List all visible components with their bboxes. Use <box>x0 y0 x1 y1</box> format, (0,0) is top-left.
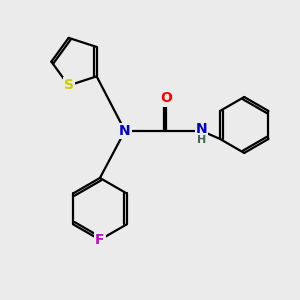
Text: H: H <box>197 135 206 145</box>
Text: N: N <box>196 122 207 136</box>
Text: S: S <box>64 79 74 92</box>
Text: O: O <box>160 92 172 106</box>
Text: F: F <box>95 233 105 247</box>
Text: N: N <box>119 124 131 138</box>
